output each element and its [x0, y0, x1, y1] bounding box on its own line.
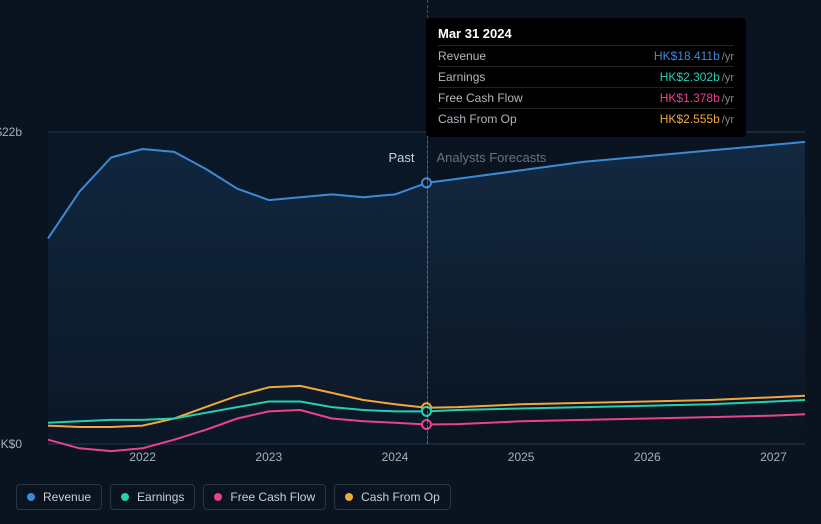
x-axis-tick-label: 2026 [627, 450, 667, 464]
tooltip-row: Free Cash Flow HK$1.378b/yr [438, 87, 734, 108]
legend-item-label: Free Cash Flow [230, 490, 315, 504]
x-axis-tick-label: 2023 [249, 450, 289, 464]
tooltip-row-label: Free Cash Flow [438, 91, 523, 105]
legend-item-earnings[interactable]: Earnings [110, 484, 195, 510]
y-axis-tick-label: HK$0 [0, 437, 22, 451]
tooltip-row-value: HK$2.555b/yr [660, 112, 734, 126]
tooltip-row: Revenue HK$18.411b/yr [438, 45, 734, 66]
legend-item-revenue[interactable]: Revenue [16, 484, 102, 510]
legend-item-label: Cash From Op [361, 490, 440, 504]
x-axis-tick-label: 2022 [123, 450, 163, 464]
tooltip-date: Mar 31 2024 [438, 26, 734, 41]
forecast-label: Analysts Forecasts [437, 150, 547, 165]
legend-item-label: Earnings [137, 490, 184, 504]
tooltip-row-label: Cash From Op [438, 112, 517, 126]
tooltip-row-label: Revenue [438, 49, 486, 63]
x-axis-tick-label: 2027 [753, 450, 793, 464]
tooltip-row: Earnings HK$2.302b/yr [438, 66, 734, 87]
past-label: Past [389, 150, 415, 165]
tooltip-row: Cash From Op HK$2.555b/yr [438, 108, 734, 129]
tooltip-row-value: HK$18.411b/yr [654, 49, 734, 63]
tooltip-row-value: HK$2.302b/yr [660, 70, 734, 84]
legend-item-label: Revenue [43, 490, 91, 504]
x-axis-tick-label: 2024 [375, 450, 415, 464]
legend-dot-icon [27, 493, 35, 501]
chart-container: HK$22b HK$0 2022 2023 2024 2025 2026 2027 Past… [0, 0, 821, 524]
legend-dot-icon [121, 493, 129, 501]
legend: Revenue Earnings Free Cash Flow Cash Fro… [16, 484, 451, 510]
legend-item-free_cash_flow[interactable]: Free Cash Flow [203, 484, 326, 510]
y-axis-tick-label: HK$22b [0, 125, 22, 139]
legend-dot-icon [214, 493, 222, 501]
tooltip-row-value: HK$1.378b/yr [660, 91, 734, 105]
legend-item-cash_from_op[interactable]: Cash From Op [334, 484, 451, 510]
hover-tooltip: Mar 31 2024 Revenue HK$18.411b/yrEarning… [426, 18, 746, 137]
x-axis-tick-label: 2025 [501, 450, 541, 464]
tooltip-row-label: Earnings [438, 70, 485, 84]
legend-dot-icon [345, 493, 353, 501]
